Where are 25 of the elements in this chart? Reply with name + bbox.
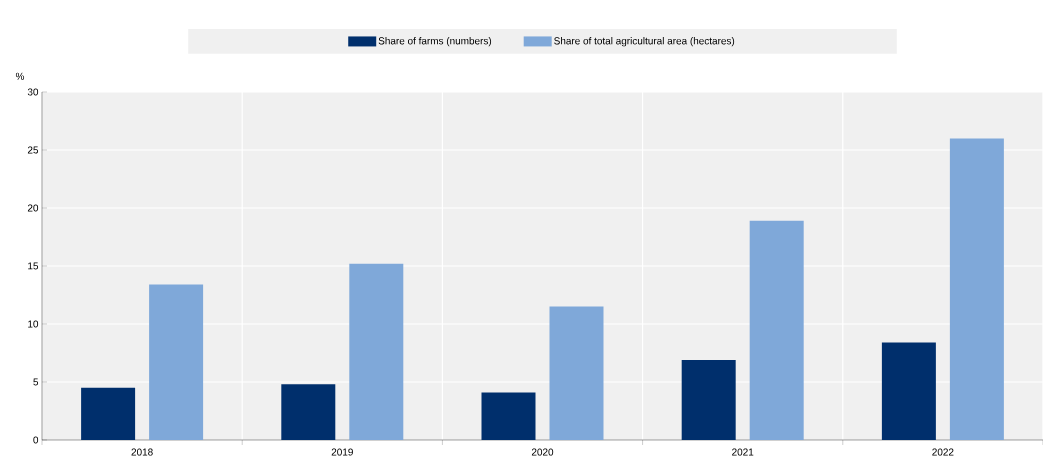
y-tick-label: 20 <box>27 204 39 212</box>
y-tick-label: 15 <box>28 262 39 270</box>
bar <box>681 359 736 440</box>
bar <box>281 384 336 440</box>
y-tick-label: 30 <box>27 88 39 96</box>
bar <box>949 138 1004 440</box>
bar <box>81 387 136 440</box>
x-tick-label: 2021 <box>732 448 754 456</box>
x-tick-label: 2022 <box>932 448 954 456</box>
legend-label: Share of farms (numbers) <box>378 37 492 47</box>
x-tick-label: 2020 <box>531 448 554 456</box>
bar <box>881 342 936 440</box>
x-tick-label: 2018 <box>131 448 153 456</box>
y-tick-label: 0 <box>33 436 39 444</box>
y-tick-label: 25 <box>27 146 39 154</box>
y-axis-title: % <box>15 72 25 80</box>
bar <box>549 306 604 440</box>
legend-label: Share of total agricultural area (hectares) <box>554 37 735 47</box>
bar <box>149 284 204 440</box>
bar <box>481 392 536 440</box>
bar <box>349 263 404 440</box>
y-tick-label: 5 <box>33 378 39 386</box>
x-tick-label: 2019 <box>331 448 353 456</box>
y-tick-label: 10 <box>28 320 39 328</box>
bar <box>749 220 804 440</box>
